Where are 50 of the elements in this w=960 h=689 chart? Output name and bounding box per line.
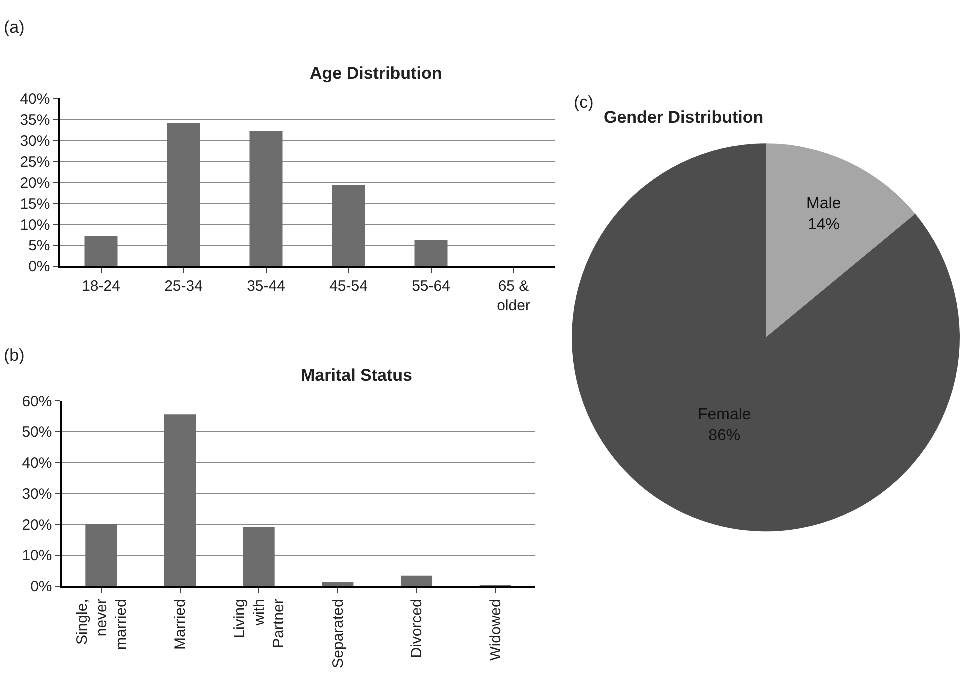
bar [167,123,200,266]
bar [86,524,118,586]
pie-slice [572,144,960,532]
chart-title: Gender Distribution [604,108,764,127]
bar [164,414,196,586]
y-tick-label: 10% [20,216,50,234]
x-tick-label: Separated [330,599,347,668]
y-tick-label: 5% [28,238,50,255]
x-tick-label: Married [172,599,190,650]
y-tick-label: 35% [20,112,50,129]
data-label: 86% [708,427,741,444]
x-tick-label: 25-34 [164,278,203,296]
x-tick-label: 55-64 [412,278,450,296]
bar [250,131,283,266]
bar [322,582,354,586]
pie-slice [766,144,916,338]
data-label: 14% [808,216,840,234]
y-tick-label: 25% [20,154,50,171]
y-tick-label: 50% [22,424,52,442]
slice-label: Male [806,196,842,213]
bar [243,527,275,586]
y-tick-label: 30% [22,486,52,503]
text: (a) [4,18,25,37]
x-tick-label: Divorced [408,599,426,658]
y-tick-label: 15% [20,196,50,213]
y-tick-label: 40% [20,90,50,108]
slice-label: Female [698,406,752,424]
x-tick-label: 65 & older [497,278,530,315]
bar [84,236,118,266]
chart-title: Age Distribution [310,64,442,83]
x-tick-label: 35-44 [247,278,286,296]
x-tick-label: Single, never married [74,599,130,650]
x-tick-label: 18-24 [82,278,120,296]
bar [400,576,433,586]
x-tick-label: Living with Partner [231,599,288,648]
y-tick-label: 20% [20,174,50,192]
x-tick-label: Widowed [487,599,504,661]
y-tick-label: 20% [22,516,52,534]
y-tick-label: 0% [28,258,50,276]
y-tick-label: 40% [22,455,52,472]
x-tick-label: 45-54 [330,278,368,296]
y-tick-label: 30% [20,132,50,150]
text: (b) [4,346,25,365]
y-tick-label: 60% [22,393,52,410]
chart-title: Marital Status [301,366,412,385]
y-tick-label: 0% [30,578,52,596]
bar [414,240,448,266]
bar [332,185,366,266]
y-tick-label: 10% [22,548,52,565]
text: (c) [574,93,594,112]
